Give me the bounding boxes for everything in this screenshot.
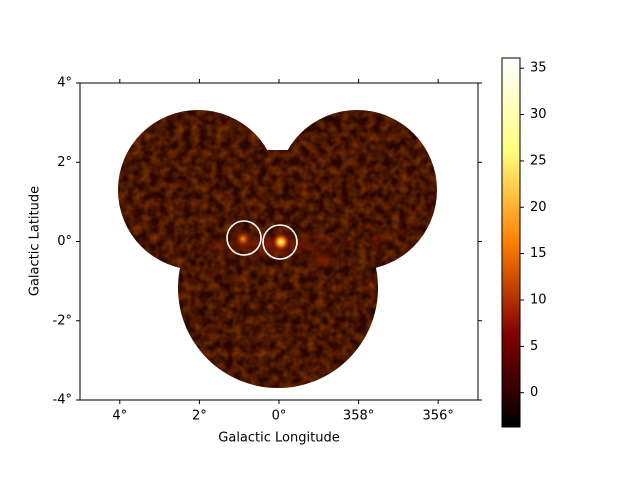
colorbar-tick-label: 20 bbox=[530, 200, 547, 215]
source-circle bbox=[226, 220, 262, 256]
colorbar-tick-label: 0 bbox=[530, 385, 538, 400]
colorbar-tick-label: 10 bbox=[530, 292, 547, 307]
colorbar-tick-label: 5 bbox=[530, 339, 538, 354]
x-tick-label: 0° bbox=[272, 409, 287, 424]
x-tick-label: 4° bbox=[112, 409, 127, 424]
sky-map bbox=[118, 110, 437, 388]
source-circle bbox=[262, 224, 298, 260]
y-tick-label: 0° bbox=[57, 234, 72, 249]
y-axis-label: Galactic Latitude bbox=[28, 186, 43, 296]
x-tick-label: 358° bbox=[343, 409, 374, 424]
colorbar-tick-label: 35 bbox=[530, 61, 547, 76]
y-tick-label: -4° bbox=[53, 393, 72, 408]
colorbar bbox=[501, 57, 521, 428]
x-tick-label: 2° bbox=[192, 409, 207, 424]
colorbar-tick-label: 25 bbox=[530, 153, 547, 168]
x-tick-label: 356° bbox=[423, 409, 454, 424]
y-tick-label: 4° bbox=[57, 76, 72, 91]
y-tick-label: -2° bbox=[53, 313, 72, 328]
y-tick-label: 2° bbox=[57, 155, 72, 170]
x-axis-label: Galactic Longitude bbox=[218, 431, 339, 446]
colorbar-tick-label: 15 bbox=[530, 246, 547, 261]
colorbar-tick-label: 30 bbox=[530, 107, 547, 122]
